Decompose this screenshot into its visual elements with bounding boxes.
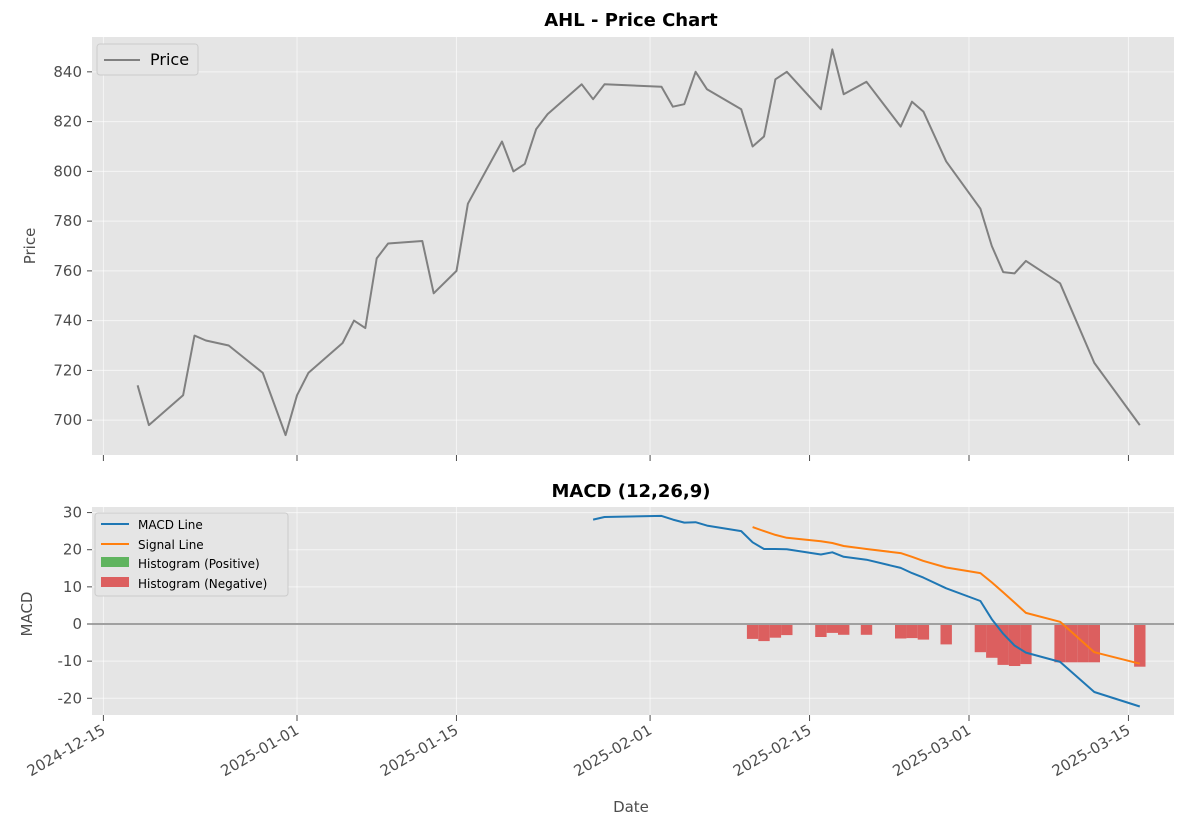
macd-series-group [592,514,1141,708]
macd-legend-label-macd: MACD Line [138,518,203,532]
histogram-bar-negative [1065,624,1078,663]
price-x-ticks [102,455,1129,461]
macd-histogram-group [746,624,1146,667]
macd-legend-swatch-hist-negative [101,577,129,587]
histogram-bar-negative [895,624,907,639]
price-legend-box [96,43,199,76]
histogram-bar-negative [781,624,793,636]
macd-legend-swatch-hist-positive [101,557,129,567]
price-y-tick-label: 740 [53,312,82,330]
macd-y-tick-label: 20 [63,541,82,559]
histogram-bar-negative [917,624,930,640]
macd-x-axis-label: Date [613,798,649,816]
macd-y-tick-label: -20 [58,689,83,707]
histogram-bar-negative [838,624,850,635]
macd-y-axis-label: MACD [18,592,36,637]
price-panel: AHL - Price Chart 700 720 740 760 780 800 820 8… [21,10,1174,461]
histogram-bar-negative [1020,624,1032,665]
price-grid [92,37,1174,455]
price-line [136,48,1141,437]
signal-line [752,526,1141,665]
price-series-group [136,48,1141,437]
price-chart-title: AHL - Price Chart [544,10,718,31]
histogram-bar-negative [769,624,782,638]
histogram-bar-negative [758,624,770,642]
price-legend: Price [96,43,199,76]
histogram-bar-negative [1088,624,1100,663]
histogram-bar-negative [997,624,1009,665]
price-y-tick-label: 780 [53,212,82,230]
price-y-tick-label: 760 [53,262,82,280]
histogram-bar-negative [974,624,987,653]
price-y-ticks: 700 720 740 760 780 800 820 840 [53,63,92,429]
macd-y-tick-label: 10 [63,578,82,596]
histogram-bar-negative [815,624,827,637]
macd-legend-label-signal: Signal Line [138,538,204,552]
macd-y-tick-label: 0 [72,615,82,633]
macd-legend-label-hist-negative: Histogram (Negative) [138,577,267,591]
histogram-bar-negative [826,624,838,633]
price-y-tick-label: 720 [53,361,82,379]
price-y-tick-label: 800 [53,162,82,180]
histogram-bar-negative [746,624,759,639]
price-y-tick-label: 840 [53,63,82,81]
macd-line [592,514,1141,708]
histogram-bar-negative [906,624,918,639]
macd-legend-label-hist-positive: Histogram (Positive) [138,557,260,571]
price-y-axis-label: Price [21,228,39,265]
macd-chart-title: MACD (12,26,9) [551,481,710,502]
macd-y-tick-label: -10 [58,652,83,670]
price-plot-area [92,37,1174,455]
price-y-tick-label: 820 [53,113,82,131]
macd-y-tick-label: 30 [63,504,82,522]
histogram-bar-negative [1054,624,1066,663]
histogram-bar-negative [1134,624,1146,667]
histogram-bar-negative [986,624,998,658]
price-legend-label: Price [150,50,189,69]
macd-legend: MACD Line Signal Line Histogram (Positiv… [94,512,289,597]
histogram-bar-negative [860,624,873,635]
histogram-bar-negative [940,624,952,645]
macd-legend-box [94,512,289,597]
price-y-tick-label: 700 [53,411,82,429]
macd-y-ticks: -20 -10 0 10 20 30 [58,504,92,707]
